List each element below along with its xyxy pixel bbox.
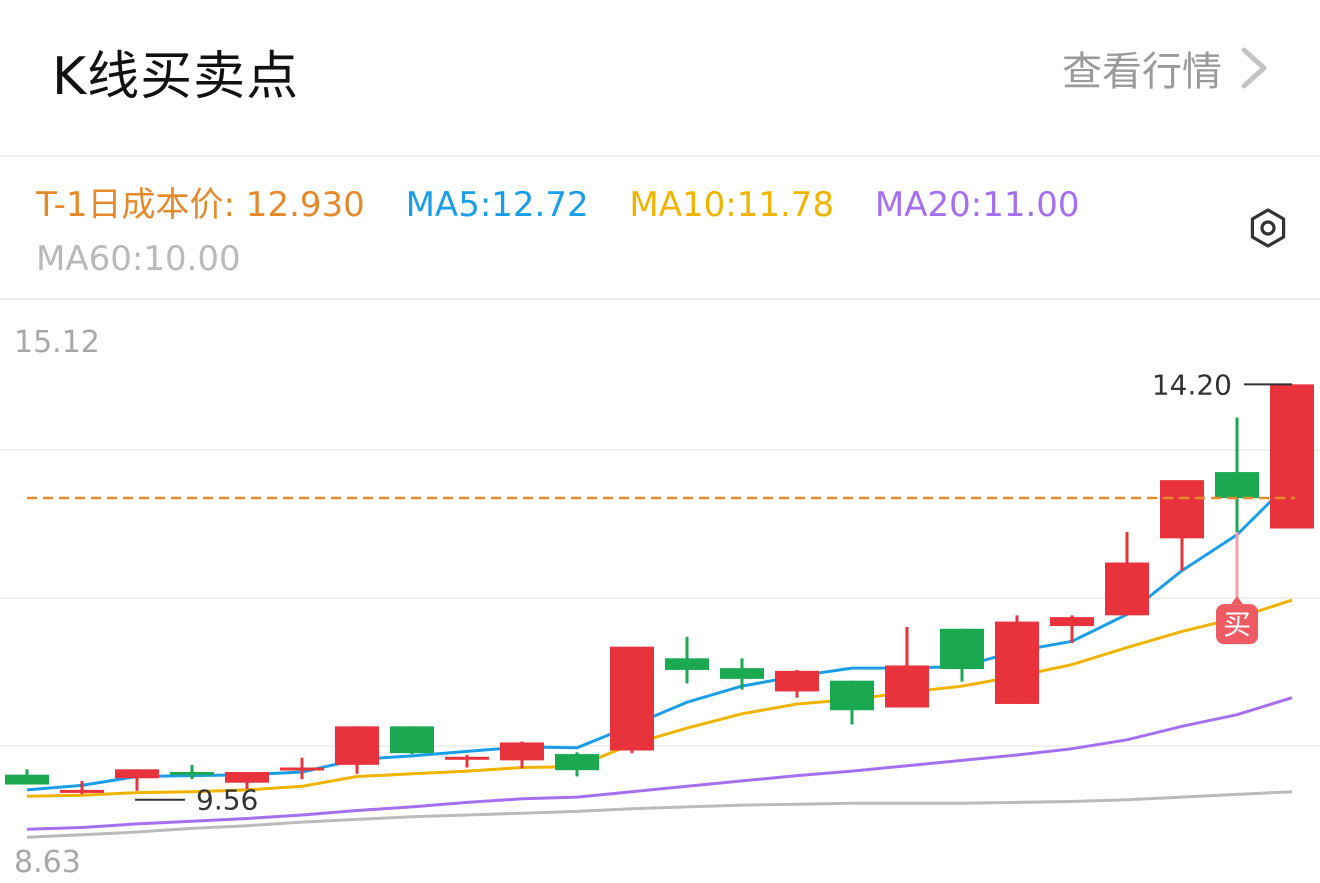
candle [390, 726, 434, 755]
candle-body [995, 621, 1039, 704]
candle-body [720, 668, 764, 679]
card-title: K线买卖点 [52, 47, 300, 107]
candle [60, 780, 104, 795]
candle [1215, 417, 1259, 533]
candle-body [445, 756, 489, 760]
candle [1270, 384, 1314, 529]
candle [445, 754, 489, 768]
indicator-legend: T-1日成本价: 12.930 MA5:12.72 MA10:11.78 MA2… [36, 178, 1200, 286]
candle-body [830, 680, 874, 711]
legend-divider [0, 298, 1320, 300]
view-quote-label: 查看行情 [1062, 49, 1222, 95]
candle-body [885, 665, 929, 708]
candle [775, 669, 819, 698]
buy-signal-pointer [1231, 596, 1243, 605]
candle [335, 726, 379, 774]
candle-body [225, 771, 269, 783]
candle [115, 769, 159, 791]
candle-body [170, 771, 214, 775]
ma60-line [26, 790, 1293, 839]
buy-signal-label: 买 [1223, 608, 1251, 641]
candle [225, 771, 269, 790]
candle-body [1050, 617, 1094, 627]
legend-line-1: T-1日成本价: 12.930 MA5:12.72 MA10:11.78 MA2… [36, 178, 1200, 232]
candle-body [555, 754, 599, 771]
candle [1050, 615, 1094, 644]
candle [720, 658, 764, 690]
settings-icon[interactable] [1246, 206, 1290, 250]
high-price-label: 14.20 [1152, 368, 1232, 401]
candle-body [335, 726, 379, 765]
candle [830, 680, 874, 725]
candle-body [1160, 480, 1204, 539]
candles [5, 384, 1314, 795]
ma10-line [26, 598, 1293, 798]
candle [995, 615, 1039, 704]
candle-body [1215, 472, 1259, 499]
chevron-right-icon [1241, 47, 1267, 89]
candle-body [500, 742, 544, 761]
candle [5, 769, 49, 785]
legend-line-2: MA60:10.00 [36, 232, 1200, 286]
ma20-label: MA20:11.00 [874, 185, 1080, 225]
y-min-label: 8.63 [14, 845, 81, 880]
candle-body [610, 646, 654, 751]
candle [610, 646, 654, 754]
candle [1160, 480, 1204, 571]
candle [555, 752, 599, 777]
candle-body [60, 789, 104, 793]
cost-price-label: T-1日成本价: 12.930 [36, 185, 365, 225]
header-divider [0, 155, 1320, 157]
ma10-label: MA10:11.78 [629, 185, 835, 225]
candle-body [5, 774, 49, 785]
view-quote-link[interactable]: 查看行情 [1062, 40, 1268, 96]
annotations: 14.20 9.56 买 [27, 368, 1295, 817]
buy-signal-badge[interactable] [1216, 604, 1258, 645]
candle [170, 764, 214, 780]
candle [500, 741, 544, 769]
grid [0, 449, 1320, 747]
card-header: K线买卖点 查看行情 [0, 0, 1320, 155]
candle-body [940, 628, 984, 670]
candle [665, 636, 709, 684]
candle-body [115, 769, 159, 779]
ma20-line [26, 696, 1293, 831]
candlestick-chart: 14.20 9.56 买 15.12 8.63 [0, 325, 1320, 880]
candle-body [280, 767, 324, 771]
y-max-label: 15.12 [14, 325, 100, 360]
low-price-label: 9.56 [196, 784, 258, 817]
candle-body [1270, 384, 1314, 529]
candle-body [1105, 562, 1149, 616]
ma60-label: MA60:10.00 [36, 239, 241, 279]
candle [940, 628, 984, 682]
candle-body [665, 658, 709, 670]
candle [280, 757, 324, 780]
candle [885, 626, 929, 708]
candle [1105, 532, 1149, 616]
ma5-label: MA5:12.72 [405, 185, 589, 225]
candle-body [775, 670, 819, 692]
candle-body [390, 726, 434, 754]
